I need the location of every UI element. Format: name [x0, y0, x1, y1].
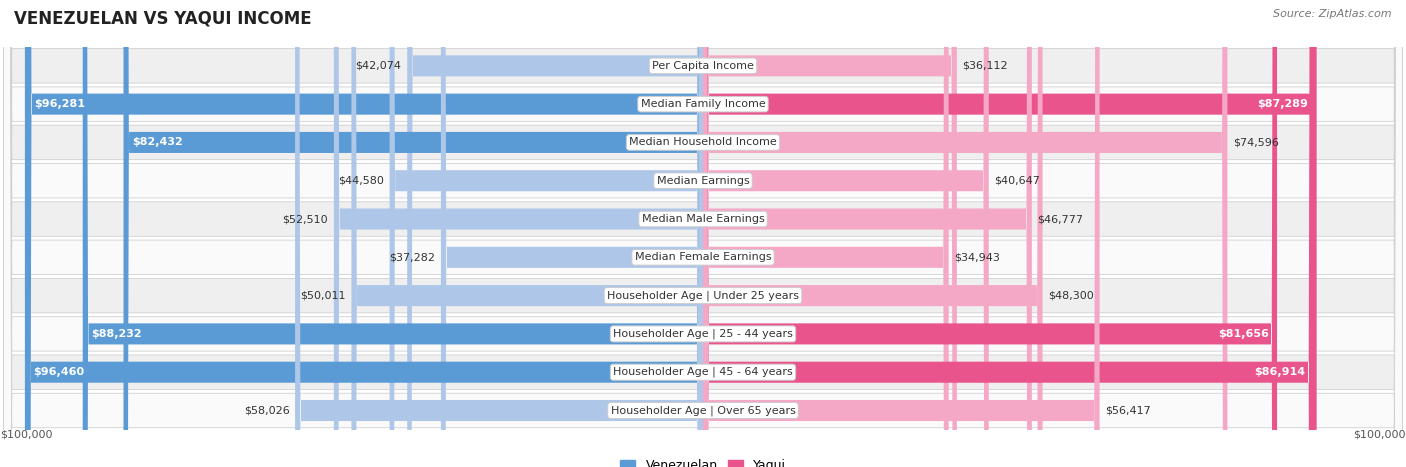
FancyBboxPatch shape	[703, 0, 1227, 467]
FancyBboxPatch shape	[124, 0, 703, 467]
FancyBboxPatch shape	[703, 0, 1315, 467]
Text: $40,647: $40,647	[994, 176, 1040, 186]
Text: $100,000: $100,000	[0, 430, 52, 439]
FancyBboxPatch shape	[3, 0, 1403, 467]
FancyBboxPatch shape	[333, 0, 703, 467]
FancyBboxPatch shape	[295, 0, 703, 467]
Text: $46,777: $46,777	[1038, 214, 1084, 224]
Text: $37,282: $37,282	[389, 252, 436, 262]
Text: $34,943: $34,943	[955, 252, 1000, 262]
FancyBboxPatch shape	[703, 0, 1043, 467]
FancyBboxPatch shape	[3, 0, 1403, 467]
Text: Median Earnings: Median Earnings	[657, 176, 749, 186]
FancyBboxPatch shape	[703, 0, 957, 467]
FancyBboxPatch shape	[441, 0, 703, 467]
Text: $42,074: $42,074	[356, 61, 402, 71]
FancyBboxPatch shape	[408, 0, 703, 467]
FancyBboxPatch shape	[703, 0, 988, 467]
FancyBboxPatch shape	[3, 0, 1403, 467]
FancyBboxPatch shape	[703, 0, 1099, 467]
Legend: Venezuelan, Yaqui: Venezuelan, Yaqui	[616, 454, 790, 467]
Text: $81,656: $81,656	[1218, 329, 1268, 339]
FancyBboxPatch shape	[3, 0, 1403, 467]
FancyBboxPatch shape	[703, 0, 1316, 467]
FancyBboxPatch shape	[3, 0, 1403, 467]
FancyBboxPatch shape	[703, 0, 1032, 467]
Text: Median Male Earnings: Median Male Earnings	[641, 214, 765, 224]
FancyBboxPatch shape	[389, 0, 703, 467]
FancyBboxPatch shape	[3, 0, 1403, 467]
Text: $96,460: $96,460	[34, 367, 84, 377]
Text: $50,011: $50,011	[301, 290, 346, 301]
FancyBboxPatch shape	[3, 0, 1403, 467]
FancyBboxPatch shape	[352, 0, 703, 467]
Text: $82,432: $82,432	[132, 137, 183, 148]
FancyBboxPatch shape	[703, 0, 949, 467]
Text: $56,417: $56,417	[1105, 405, 1152, 416]
Text: Householder Age | Over 65 years: Householder Age | Over 65 years	[610, 405, 796, 416]
FancyBboxPatch shape	[3, 0, 1403, 467]
Text: $52,510: $52,510	[283, 214, 328, 224]
Text: Median Family Income: Median Family Income	[641, 99, 765, 109]
Text: $100,000: $100,000	[1354, 430, 1406, 439]
Text: $96,281: $96,281	[35, 99, 86, 109]
FancyBboxPatch shape	[83, 0, 703, 467]
Text: Householder Age | Under 25 years: Householder Age | Under 25 years	[607, 290, 799, 301]
Text: VENEZUELAN VS YAQUI INCOME: VENEZUELAN VS YAQUI INCOME	[14, 9, 312, 28]
FancyBboxPatch shape	[25, 0, 703, 467]
FancyBboxPatch shape	[27, 0, 703, 467]
Text: Source: ZipAtlas.com: Source: ZipAtlas.com	[1274, 9, 1392, 19]
Text: $48,300: $48,300	[1049, 290, 1094, 301]
FancyBboxPatch shape	[3, 0, 1403, 467]
Text: Median Household Income: Median Household Income	[628, 137, 778, 148]
FancyBboxPatch shape	[703, 0, 1277, 467]
Text: $58,026: $58,026	[243, 405, 290, 416]
Text: Householder Age | 25 - 44 years: Householder Age | 25 - 44 years	[613, 329, 793, 339]
Text: $88,232: $88,232	[91, 329, 142, 339]
Text: $86,914: $86,914	[1254, 367, 1306, 377]
Text: Median Female Earnings: Median Female Earnings	[634, 252, 772, 262]
Text: Householder Age | 45 - 64 years: Householder Age | 45 - 64 years	[613, 367, 793, 377]
Text: $44,580: $44,580	[337, 176, 384, 186]
Text: Per Capita Income: Per Capita Income	[652, 61, 754, 71]
FancyBboxPatch shape	[3, 0, 1403, 467]
Text: $74,596: $74,596	[1233, 137, 1279, 148]
Text: $87,289: $87,289	[1257, 99, 1308, 109]
Text: $36,112: $36,112	[963, 61, 1008, 71]
